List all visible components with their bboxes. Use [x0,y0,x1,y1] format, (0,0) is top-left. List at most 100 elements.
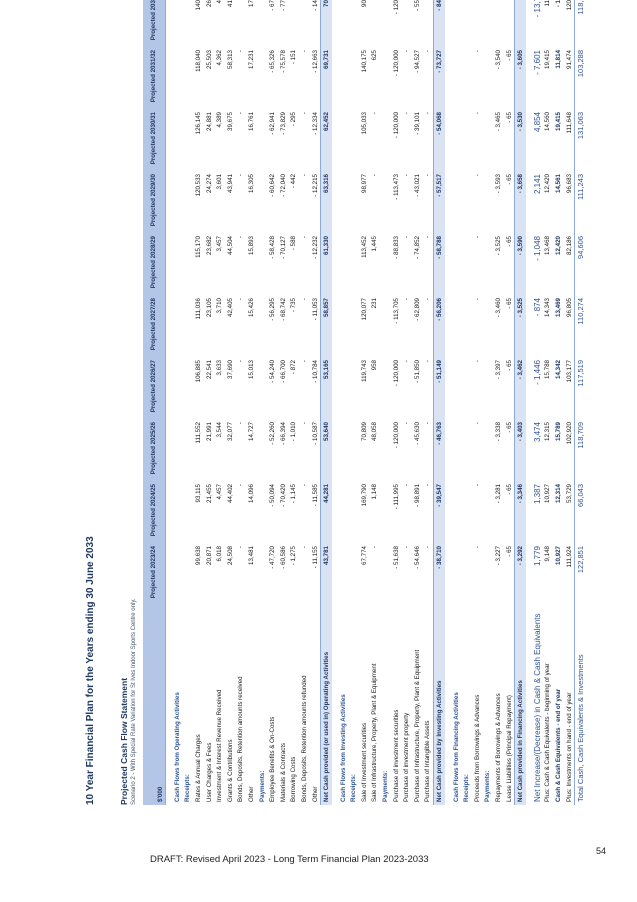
table-row: Sale of Investment securities 67,774 169,7… [359,0,370,805]
row-value [183,171,194,233]
row-value: 53,165 [320,357,332,419]
table-row: Borrowing Costs - 1,275 - 1,145 - 1,010 - 87… [289,0,300,805]
table-row: Net Increase/(Decrease) in Cash & Cash E… [532,0,543,805]
row-value: - [403,298,411,301]
row-value: 1,779 [532,546,542,567]
row-value: - 38,710 [433,543,445,605]
row-label: Payments: [258,770,266,802]
row-value: 17,231 [247,50,255,69]
table-row: Lease Liabilities (Principal Repayment) -… [504,0,515,805]
row-value [380,233,391,295]
row-value [349,0,360,47]
row-value: - 12,663 [311,50,319,73]
row-value [172,109,183,171]
row-value [349,47,360,109]
row-label: Plus: Investments on hand - end of year [565,692,573,802]
row-value: - [300,50,308,53]
row-value: - 56,206 [433,295,445,357]
row-value: 98,977 [360,174,368,193]
row-value [451,295,462,357]
row-value: - [473,298,481,301]
row-value [257,357,268,419]
year-column-header: Projected 2026/27 [143,357,166,419]
row-value [257,171,268,233]
row-value: - 51,638 [392,546,400,569]
row-value: - 872 [290,360,298,375]
row-value: 115,170 [194,236,202,258]
row-label: Purchase of Infrastructure, Property, Pl… [413,649,421,802]
row-value: 119,743 [360,360,368,382]
table-row: Receipts: [349,0,360,805]
row-value [451,171,462,233]
row-value [183,419,194,481]
row-value [380,357,391,419]
row-value [451,109,462,171]
row-value: - 3,590 [514,233,526,295]
row-value: - [403,422,411,425]
row-label: Cash Flows from Financing Activities [452,692,460,802]
row-value [461,481,472,543]
row-value: 10,927 [554,546,562,565]
row-value: - 77,206 [278,0,289,47]
row-value: - [403,236,411,239]
row-label: Investment & Interest Revenue Received [216,689,224,802]
row-value: 14,560 [544,112,552,131]
row-value: - 51,850 [413,360,421,383]
statement-title: Projected Cash Flow Statement [119,677,129,805]
year-column-header: Projected 2028/29 [143,233,166,295]
row-value: - [371,112,379,115]
row-value: - [424,174,432,177]
row-value: - [473,546,481,549]
row-value: - 65 [505,422,513,433]
table-row: Sale of Infrastructure, Property, Plant … [370,0,381,805]
row-value: - 3,525 [514,295,526,357]
row-value [172,295,183,357]
row-value: 117,519 [574,357,586,419]
table-row: Investment & Interest Revenue Received 6,… [214,0,225,805]
table-row: Plus: Cash & Cash Equivalents - beginnin… [543,0,554,805]
table-row: Purchase of investment property - - - - - - - - -… [401,0,412,805]
row-value [451,481,462,543]
table-header-row: $'000 Projected 2023/24 Projected 2024/25 P… [143,0,166,805]
row-value [483,295,494,357]
row-value: - [237,546,245,549]
row-value: - 1,048 [532,236,542,261]
row-value [338,419,349,481]
row-value: - [424,50,432,53]
row-value: - 1,956 [553,0,564,47]
row-value [483,543,494,605]
year-column-header: Projected 2031/32 [143,47,166,109]
row-label: Lease Liabilities (Principal Repayment) [505,695,513,802]
row-label: Sale of Infrastructure, Property, Plant … [371,663,379,802]
row-value: - 10,784 [311,360,319,383]
row-value: 24,274 [205,174,213,193]
row-value [451,47,462,109]
row-value: 39,675 [226,112,234,131]
row-value: 24,508 [226,546,234,565]
row-value: - [300,422,308,425]
row-value [483,419,494,481]
row-value: - 11,053 [311,298,319,321]
row-value: - [237,422,245,425]
row-value: - 3,346 [514,481,526,543]
row-value: - [493,0,504,47]
row-label: Receipts: [184,774,192,802]
row-value: - 47,720 [269,546,277,569]
row-value: 14,096 [247,484,255,503]
row-value: - 120,000 [392,422,400,449]
scenario-note: Scenario 2 - With Special Rate Variation… [131,598,137,805]
row-value: 44,504 [226,236,234,255]
table-row: Net Cash provided (or used in) Operating… [320,0,332,805]
table-row: Purchase of Intangible Assets - - - - - - - - - - [423,0,434,805]
row-value: - 51,149 [433,357,445,419]
row-value: - 67,801 [267,0,278,47]
row-value: 82,186 [565,236,573,255]
row-value [380,543,391,605]
row-value: - 120,000 [392,50,400,77]
row-label: Cash Flows from Operating Activities [173,692,181,802]
row-value: 1,445 [371,236,379,252]
table-row: Employee Benefits & On-Costs - 47,720 - 50… [267,0,278,805]
row-value: 99,638 [194,546,202,565]
row-value [257,419,268,481]
row-value: - 98,891 [413,484,421,507]
